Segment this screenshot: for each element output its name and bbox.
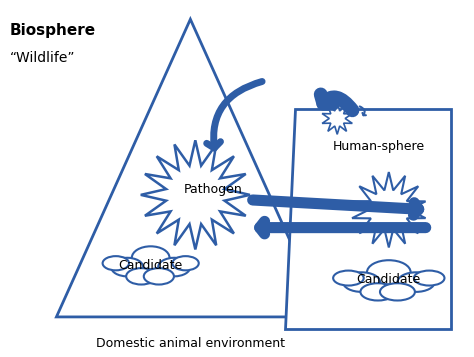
Text: Candidate: Candidate (356, 273, 421, 286)
Text: Human-sphere: Human-sphere (333, 140, 425, 153)
Ellipse shape (360, 283, 395, 301)
Ellipse shape (111, 258, 143, 276)
Ellipse shape (343, 272, 380, 292)
Ellipse shape (367, 260, 410, 285)
Text: Biosphere: Biosphere (10, 23, 96, 38)
Ellipse shape (144, 268, 174, 285)
Ellipse shape (126, 268, 156, 285)
Text: Domestic animal environment: Domestic animal environment (96, 337, 285, 350)
Polygon shape (56, 19, 324, 317)
Text: Pathogen: Pathogen (184, 183, 243, 196)
Ellipse shape (102, 256, 129, 270)
Polygon shape (322, 102, 352, 134)
Ellipse shape (173, 256, 199, 270)
Ellipse shape (333, 271, 364, 286)
Text: “Wildlife”: “Wildlife” (10, 51, 75, 65)
Ellipse shape (132, 246, 170, 269)
Ellipse shape (398, 272, 435, 292)
Polygon shape (141, 140, 250, 250)
Ellipse shape (380, 283, 415, 301)
Polygon shape (284, 109, 451, 329)
Text: Candidate: Candidate (118, 259, 183, 272)
Ellipse shape (158, 258, 190, 276)
Ellipse shape (414, 271, 445, 286)
Polygon shape (352, 172, 426, 247)
